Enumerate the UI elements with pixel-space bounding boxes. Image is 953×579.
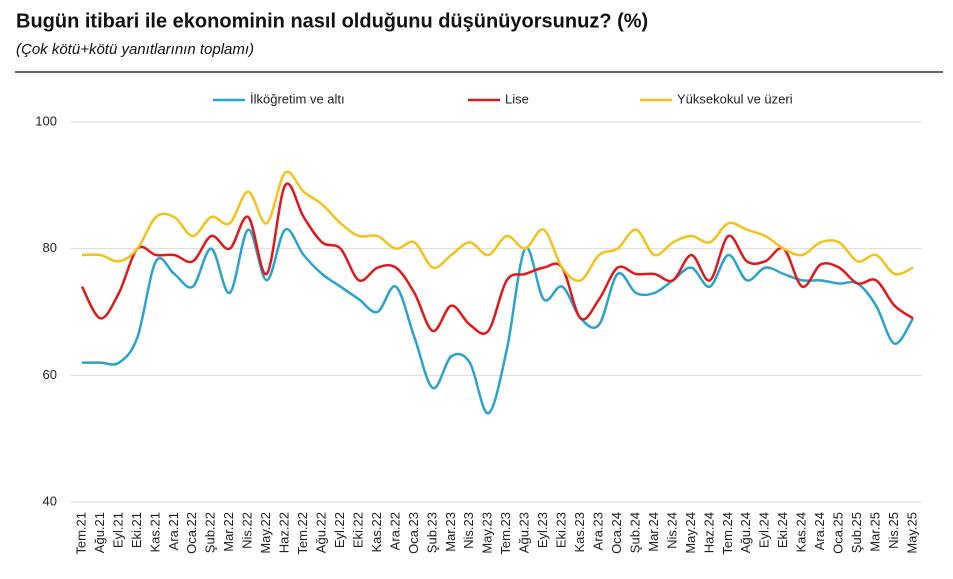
x-tick-label: Şub.24 xyxy=(627,512,642,553)
x-tick-label: Nis.22 xyxy=(240,512,255,549)
x-tick-label: Kas.22 xyxy=(369,512,384,552)
x-tick-label: Ağu.23 xyxy=(517,512,532,553)
x-tick-label: Haz.24 xyxy=(701,512,716,553)
x-tick-label: Eki.21 xyxy=(129,512,144,548)
x-tick-label: May.24 xyxy=(683,512,698,554)
x-tick-label: Eki.24 xyxy=(775,512,790,548)
line-series xyxy=(81,227,915,415)
x-tick-label: Kas.23 xyxy=(572,512,587,552)
chart-subtitle: (Çok kötü+kötü yanıtlarının toplamı) xyxy=(16,41,254,58)
legend-label: Yüksekokul ve üzeri xyxy=(677,91,793,106)
x-tick-label: Mar.25 xyxy=(868,512,883,552)
x-tick-label: Haz.22 xyxy=(277,512,292,553)
x-tick-label: Tem.23 xyxy=(498,512,513,555)
x-tick-label: Eki.23 xyxy=(554,512,569,548)
x-tick-label: Şub.22 xyxy=(203,512,218,553)
x-tick-label: Eki.22 xyxy=(350,512,365,548)
x-tick-label: Şub.25 xyxy=(849,512,864,553)
x-tick-label: Kas.21 xyxy=(147,512,162,552)
legend-label: İlköğretim ve altı xyxy=(250,91,345,106)
x-tick-label: Mar.23 xyxy=(443,512,458,552)
x-tick-label: Ara.21 xyxy=(166,512,181,550)
y-tick-label: 60 xyxy=(43,367,57,382)
x-tick-label: Eyl.24 xyxy=(757,512,772,548)
x-tick-label: Kas.24 xyxy=(794,512,809,552)
x-tick-label: Oca.25 xyxy=(831,512,846,554)
x-tick-label: Nis.23 xyxy=(461,512,476,549)
y-tick-label: 100 xyxy=(35,113,57,128)
x-tick-label: Eyl.21 xyxy=(110,512,125,548)
x-tick-label: Şub.23 xyxy=(424,512,439,553)
x-tick-label: Ağu.21 xyxy=(92,512,107,553)
x-tick-label: Ağu.22 xyxy=(314,512,329,553)
y-tick-label: 40 xyxy=(43,493,57,508)
x-tick-label: Ara.24 xyxy=(812,512,827,550)
x-tick-label: Nis.24 xyxy=(664,512,679,549)
x-tick-label: Eyl.22 xyxy=(332,512,347,548)
x-tick-label: Mar.24 xyxy=(646,512,661,552)
chart-title: Bugün itibari ile ekonominin nasıl olduğ… xyxy=(16,10,648,32)
x-tick-label: Tem.21 xyxy=(73,512,88,555)
y-tick-label: 80 xyxy=(43,240,57,255)
x-tick-label: May.23 xyxy=(480,512,495,554)
line-series xyxy=(80,182,914,335)
x-tick-label: Oca.22 xyxy=(184,512,199,554)
x-tick-label: May.22 xyxy=(258,512,273,554)
x-tick-label: Mar.22 xyxy=(221,512,236,552)
x-tick-label: Ara.22 xyxy=(387,512,402,550)
legend-label: Lise xyxy=(505,91,529,106)
x-tick-label: Ağu.24 xyxy=(738,512,753,553)
line-series xyxy=(81,170,914,282)
x-tick-label: Tem.24 xyxy=(720,512,735,555)
x-tick-label: Oca.24 xyxy=(609,512,624,554)
x-tick-label: Tem.22 xyxy=(295,512,310,555)
x-tick-label: May.25 xyxy=(904,512,919,554)
x-tick-label: Oca.23 xyxy=(406,512,421,554)
x-tick-label: Ara.23 xyxy=(591,512,606,550)
x-tick-label: Eyl.23 xyxy=(535,512,550,548)
x-tick-label: Nis.25 xyxy=(886,512,901,549)
